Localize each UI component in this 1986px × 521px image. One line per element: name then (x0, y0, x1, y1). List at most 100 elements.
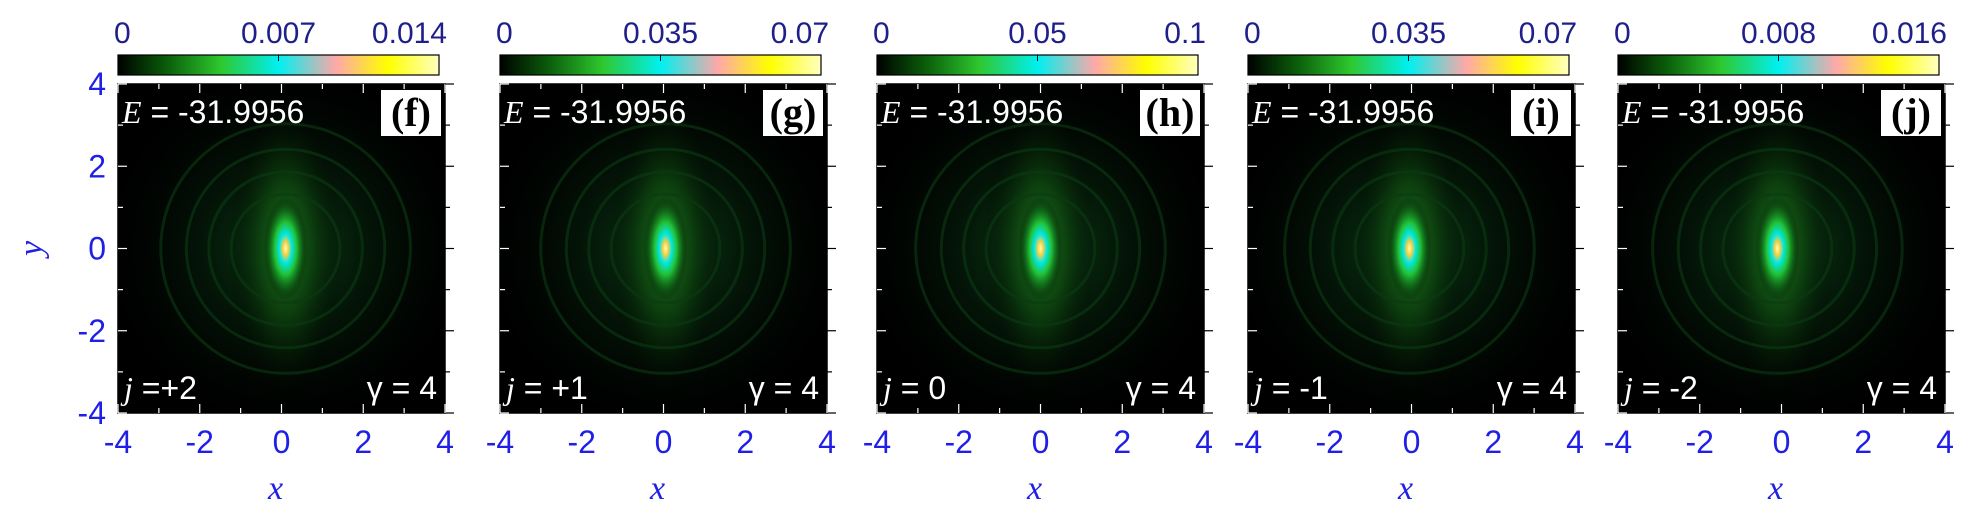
j-value: =+2 (133, 370, 197, 406)
energy-annotation: E = -31.9956 (880, 94, 1063, 130)
heatmap-field (877, 84, 1204, 413)
j-symbol: j (1620, 370, 1633, 406)
y-tick-label: 0 (88, 231, 106, 267)
panel-tag-label: (g) (770, 90, 817, 135)
j-annotation: j = -2 (1620, 370, 1698, 406)
colorbar-tick-label: 0 (496, 17, 513, 50)
panel-tag-box (763, 90, 823, 136)
x-tick-label: 2 (1854, 424, 1872, 460)
energy-value: = -31.9956 (1272, 94, 1435, 130)
x-tick-label: -2 (945, 424, 973, 460)
panel-tag-label: (j) (1891, 90, 1931, 135)
colorbar-tick-label: 0.1 (1164, 17, 1206, 50)
x-axis-label: x (1026, 470, 1042, 507)
energy-symbol: E (121, 94, 142, 130)
y-axis-label: y (13, 240, 50, 259)
x-tick-label: 2 (354, 424, 372, 460)
j-symbol: j (1250, 370, 1263, 406)
heatmap-ripple (587, 170, 744, 327)
energy-value: = -31.9956 (901, 94, 1064, 130)
energy-symbol: E (1251, 94, 1272, 130)
panel-tag-box (381, 90, 441, 136)
colorbar-tick-label: 0.07 (1519, 17, 1577, 50)
colorbar-tick-label: 0.016 (1872, 17, 1947, 50)
panel-h: -4 -2 0 2 4 x 0 0.05 0.1 E = -31.9956 (h) j = 0 γ = … (863, 17, 1213, 507)
heatmap-ripple (159, 122, 412, 375)
j-value: = 0 (892, 370, 946, 406)
j-symbol: j (120, 370, 133, 406)
energy-symbol: E (1621, 94, 1642, 130)
colorbar-tick-label: 0.035 (623, 17, 698, 50)
energy-annotation: E = -31.9956 (1251, 94, 1434, 130)
heatmap-ripple (984, 192, 1097, 305)
colorbar-tick-label: 0.008 (1741, 17, 1816, 50)
energy-annotation: E = -31.9956 (121, 94, 304, 130)
heatmap-ripple (1331, 170, 1488, 327)
x-tick-label: -2 (1316, 424, 1344, 460)
j-symbol: j (502, 370, 515, 406)
heatmap-core (263, 196, 308, 301)
heatmap-ripple (1676, 147, 1879, 350)
x-tick-label: 4 (818, 424, 836, 460)
heatmap-field (118, 84, 445, 413)
x-tick-label: -2 (568, 424, 596, 460)
j-symbol: j (879, 370, 892, 406)
heatmap-ripple (1353, 192, 1466, 305)
energy-value: = -31.9956 (524, 94, 687, 130)
heatmap-ripple (1283, 122, 1536, 375)
colorbar-tick-label: 0 (114, 17, 131, 50)
panel-tag-label: (h) (1146, 90, 1195, 135)
j-annotation: j = -1 (1250, 370, 1328, 406)
energy-symbol: E (880, 94, 901, 130)
panel-i: -4 -2 0 2 4 x 0 0.035 0.07 E = -31.9956 (i) j = -1 γ… (1234, 17, 1584, 507)
heatmap-ripple (1721, 192, 1834, 305)
j-annotation: j = +1 (502, 370, 588, 406)
x-tick-label: -2 (186, 424, 214, 460)
heatmap-field (1248, 84, 1575, 413)
heatmap-ripple (564, 147, 767, 350)
colorbar-tick-label: 0.007 (241, 17, 316, 50)
colorbar-tick-label: 0 (1244, 17, 1261, 50)
x-tick-label: 0 (1403, 424, 1421, 460)
x-tick-label: 0 (1032, 424, 1050, 460)
heatmap-ripple (914, 122, 1167, 375)
gamma-annotation: γ = 4 (1497, 370, 1567, 406)
energy-annotation: E = -31.9956 (1621, 94, 1804, 130)
x-tick-label: -4 (104, 424, 132, 460)
heatmap-ripple (1308, 147, 1511, 350)
panel-tag-box (1511, 90, 1571, 136)
x-axis-label: x (267, 470, 283, 507)
panel-g: -4 -2 0 2 4 x 0 0.035 0.07 E = -31.9956 (g) j = +1 γ… (486, 17, 836, 507)
gamma-annotation: γ = 4 (367, 370, 437, 406)
j-annotation: j =+2 (120, 370, 197, 406)
energy-value: = -31.9956 (142, 94, 305, 130)
heatmap-core (643, 196, 688, 301)
gamma-annotation: γ = 4 (1867, 370, 1937, 406)
heatmap-core (1755, 196, 1800, 301)
heatmap-ripple (1699, 170, 1856, 327)
j-annotation: j = 0 (879, 370, 946, 406)
j-value: = -1 (1263, 370, 1328, 406)
x-tick-label: 4 (1566, 424, 1584, 460)
x-tick-label: -4 (1604, 424, 1632, 460)
heatmap-ripple (609, 192, 722, 305)
x-tick-label: -2 (1686, 424, 1714, 460)
colorbar-tick-label: 0.05 (1008, 17, 1066, 50)
heatmap-ripple (539, 122, 792, 375)
heatmap-ripple (184, 147, 387, 350)
x-tick-label: -4 (863, 424, 891, 460)
y-tick-label: 2 (88, 148, 106, 184)
panel-tag-box (1140, 90, 1200, 136)
heatmap-core (1018, 196, 1063, 301)
heatmap-ripple (962, 170, 1119, 327)
energy-annotation: E = -31.9956 (503, 94, 686, 130)
gamma-annotation: γ = 4 (1126, 370, 1196, 406)
x-tick-label: -4 (1234, 424, 1262, 460)
colorbar-tick-label: 0 (873, 17, 890, 50)
j-value: = +1 (515, 370, 588, 406)
y-tick-label: 4 (88, 66, 106, 102)
x-tick-label: 4 (436, 424, 454, 460)
panel-tag-label: (f) (391, 90, 431, 135)
colorbar-tick-label: 0.014 (372, 17, 447, 50)
x-tick-label: 2 (1113, 424, 1131, 460)
